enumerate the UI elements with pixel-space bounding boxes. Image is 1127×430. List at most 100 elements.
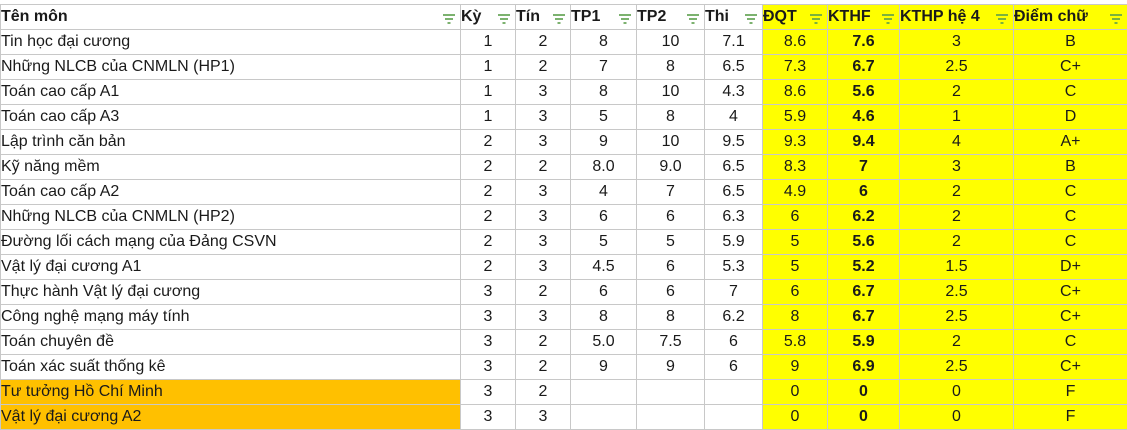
cell-diem-chu[interactable]: B [1013, 154, 1127, 180]
cell-ky[interactable]: 2 [460, 254, 516, 280]
cell-diem-chu[interactable]: B [1013, 29, 1127, 55]
cell-tp2[interactable] [636, 379, 705, 405]
cell-diem-chu[interactable]: C+ [1013, 354, 1127, 380]
filter-icon[interactable] [552, 13, 566, 25]
cell-tp2[interactable]: 8 [636, 304, 705, 330]
cell-kthp4[interactable]: 2.5 [899, 279, 1014, 305]
cell-ten-mon[interactable]: Vật lý đại cương A1 [0, 254, 461, 280]
filter-icon[interactable] [881, 13, 895, 25]
cell-tp1[interactable]: 8.0 [570, 154, 637, 180]
cell-tp2[interactable]: 9 [636, 354, 705, 380]
cell-ky[interactable]: 1 [460, 54, 516, 80]
cell-ky[interactable]: 3 [460, 304, 516, 330]
header-thi[interactable]: Thi [704, 4, 763, 30]
cell-ten-mon[interactable]: Lập trình căn bản [0, 129, 461, 155]
cell-diem-chu[interactable]: C [1013, 329, 1127, 355]
cell-thi[interactable]: 4.3 [704, 79, 763, 105]
cell-tp2[interactable]: 10 [636, 129, 705, 155]
cell-tin[interactable]: 3 [515, 304, 571, 330]
cell-kthp4[interactable]: 2 [899, 204, 1014, 230]
header-dqt[interactable]: ĐQT [762, 4, 828, 30]
header-tp1[interactable]: TP1 [570, 4, 637, 30]
cell-dqt[interactable]: 6 [762, 279, 828, 305]
cell-kthp4[interactable]: 0 [899, 404, 1014, 430]
cell-kthp[interactable]: 0 [827, 379, 900, 405]
cell-kthp[interactable]: 6.7 [827, 54, 900, 80]
cell-tp2[interactable] [636, 404, 705, 430]
cell-kthp4[interactable]: 3 [899, 29, 1014, 55]
cell-kthp4[interactable]: 2 [899, 329, 1014, 355]
cell-thi[interactable]: 6.5 [704, 179, 763, 205]
cell-tp2[interactable]: 8 [636, 104, 705, 130]
cell-tin[interactable]: 3 [515, 404, 571, 430]
cell-kthp4[interactable]: 1.5 [899, 254, 1014, 280]
cell-ten-mon[interactable]: Toán cao cấp A1 [0, 79, 461, 105]
cell-dqt[interactable]: 0 [762, 404, 828, 430]
cell-ky[interactable]: 2 [460, 129, 516, 155]
cell-diem-chu[interactable]: C [1013, 204, 1127, 230]
cell-tp1[interactable]: 8 [570, 79, 637, 105]
cell-tp2[interactable]: 5 [636, 229, 705, 255]
cell-diem-chu[interactable]: C [1013, 79, 1127, 105]
filter-icon[interactable] [744, 13, 758, 25]
cell-ten-mon[interactable]: Kỹ năng mềm [0, 154, 461, 180]
cell-tp2[interactable]: 7 [636, 179, 705, 205]
cell-ten-mon[interactable]: Tin học đại cương [0, 29, 461, 55]
cell-tin[interactable]: 2 [515, 329, 571, 355]
cell-ky[interactable]: 2 [460, 179, 516, 205]
cell-dqt[interactable]: 5.8 [762, 329, 828, 355]
cell-tin[interactable]: 3 [515, 129, 571, 155]
filter-icon[interactable] [442, 13, 456, 25]
cell-thi[interactable]: 4 [704, 104, 763, 130]
cell-tin[interactable]: 3 [515, 229, 571, 255]
header-kthp[interactable]: KTHF [827, 4, 900, 30]
cell-kthp[interactable]: 6 [827, 179, 900, 205]
cell-ten-mon[interactable]: Toán chuyên đề [0, 329, 461, 355]
cell-tp1[interactable]: 6 [570, 279, 637, 305]
cell-kthp4[interactable]: 4 [899, 129, 1014, 155]
cell-tp1[interactable]: 4 [570, 179, 637, 205]
cell-diem-chu[interactable]: F [1013, 404, 1127, 430]
cell-ten-mon[interactable]: Đường lối cách mạng của Đảng CSVN [0, 229, 461, 255]
cell-diem-chu[interactable]: D+ [1013, 254, 1127, 280]
cell-thi[interactable]: 6 [704, 354, 763, 380]
cell-ten-mon[interactable]: Toán xác suất thống kê [0, 354, 461, 380]
cell-kthp[interactable]: 5.6 [827, 79, 900, 105]
cell-kthp[interactable]: 4.6 [827, 104, 900, 130]
cell-diem-chu[interactable]: F [1013, 379, 1127, 405]
cell-tin[interactable]: 2 [515, 379, 571, 405]
cell-dqt[interactable]: 8.3 [762, 154, 828, 180]
cell-tp1[interactable]: 5 [570, 229, 637, 255]
cell-ky[interactable]: 1 [460, 79, 516, 105]
cell-kthp[interactable]: 7.6 [827, 29, 900, 55]
cell-tp2[interactable]: 10 [636, 79, 705, 105]
cell-thi[interactable]: 5.9 [704, 229, 763, 255]
cell-ky[interactable]: 2 [460, 204, 516, 230]
cell-dqt[interactable]: 4.9 [762, 179, 828, 205]
cell-kthp4[interactable]: 2.5 [899, 304, 1014, 330]
cell-kthp4[interactable]: 2.5 [899, 354, 1014, 380]
cell-kthp4[interactable]: 2 [899, 229, 1014, 255]
cell-diem-chu[interactable]: C [1013, 229, 1127, 255]
cell-kthp4[interactable]: 1 [899, 104, 1014, 130]
filter-icon[interactable] [809, 13, 823, 25]
cell-tp1[interactable]: 9 [570, 129, 637, 155]
cell-tin[interactable]: 2 [515, 29, 571, 55]
cell-ten-mon[interactable]: Toán cao cấp A2 [0, 179, 461, 205]
cell-ky[interactable]: 1 [460, 29, 516, 55]
cell-tp1[interactable]: 5.0 [570, 329, 637, 355]
cell-kthp[interactable]: 5.2 [827, 254, 900, 280]
cell-tp1[interactable] [570, 379, 637, 405]
cell-tp1[interactable]: 8 [570, 304, 637, 330]
cell-kthp[interactable]: 0 [827, 404, 900, 430]
cell-tp1[interactable]: 7 [570, 54, 637, 80]
cell-ky[interactable]: 3 [460, 354, 516, 380]
cell-ky[interactable]: 3 [460, 329, 516, 355]
cell-ten-mon[interactable]: Những NLCB của CNMLN (HP1) [0, 54, 461, 80]
cell-ky[interactable]: 3 [460, 404, 516, 430]
filter-icon[interactable] [618, 13, 632, 25]
cell-tp1[interactable]: 6 [570, 204, 637, 230]
cell-kthp[interactable]: 6.9 [827, 354, 900, 380]
cell-ten-mon[interactable]: Tư tưởng Hồ Chí Minh [0, 379, 461, 405]
cell-thi[interactable]: 6.5 [704, 154, 763, 180]
